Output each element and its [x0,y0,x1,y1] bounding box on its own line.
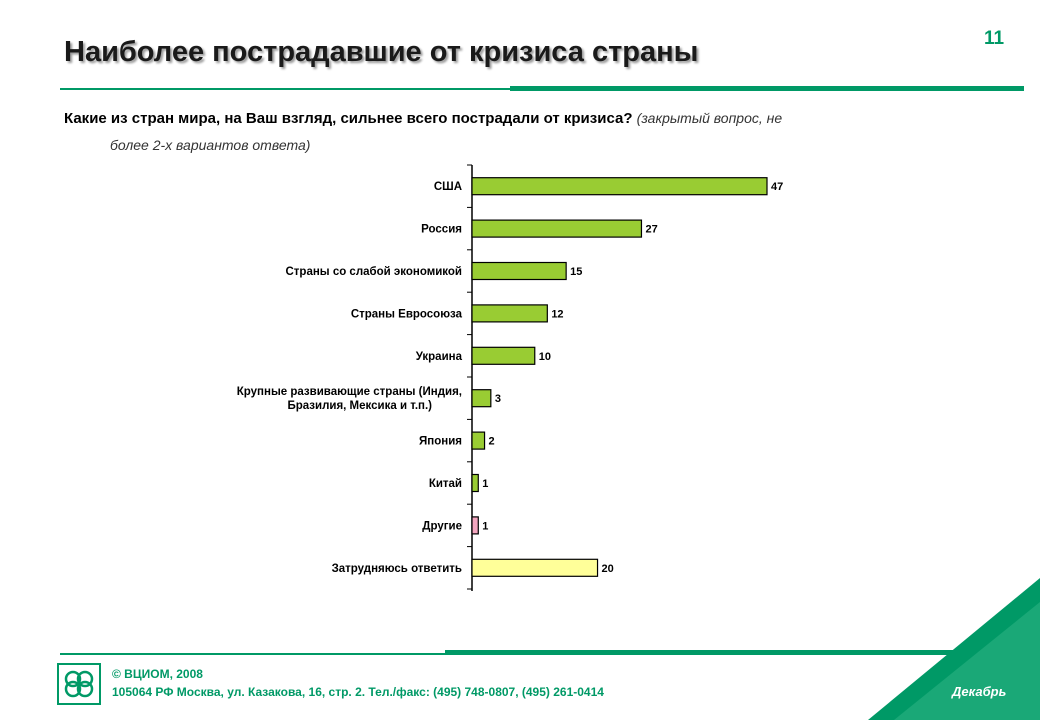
bar [471,219,643,238]
category-label: США [434,181,462,193]
footer-divider [60,653,1020,655]
data-label: 2 [489,436,495,448]
month-label: Декабрь [952,684,1007,699]
bar [471,473,479,493]
bar [471,389,492,408]
address-text: 105064 РФ Москва, ул. Казакова, 16, стр.… [112,685,604,699]
category-label: Китай [429,478,462,490]
header-divider-accent [510,86,1024,91]
category-label: Россия [421,224,462,236]
footer-divider-accent [445,650,1005,655]
page-number: 11 [984,28,1005,49]
data-label: 3 [495,393,501,405]
data-label: 15 [570,266,582,278]
bar [471,431,486,450]
category-label: Страны со слабой экономикой [286,266,463,278]
data-label: 20 [602,563,614,575]
corner-decoration [868,578,1040,720]
bar [471,346,536,365]
question-note-1: (закрытый вопрос, не [636,110,783,126]
bar [471,516,479,535]
survey-question: Какие из стран мира, на Ваш взгляд, силь… [64,105,964,158]
bar [471,261,567,281]
category-label: Затрудняюсь ответить [332,563,462,575]
category-label: Крупные развивающие страны (Индия, Бразил… [237,386,462,412]
bar [471,558,599,577]
page-title: Наиболее пострадавшие от кризиса страны [64,36,699,68]
data-label: 47 [771,181,783,193]
category-label: Страны Евросоюза [351,308,463,320]
bar [471,304,548,323]
category-label: Япония [419,436,462,448]
category-label: Другие [422,520,462,532]
data-label: 10 [539,351,551,363]
question-note-2: более 2-х вариантов ответа) [110,137,311,153]
vciom-logo [57,663,101,705]
bar [471,177,768,196]
category-label: Украина [416,351,463,363]
data-label: 1 [482,520,488,532]
question-text: Какие из стран мира, на Ваш взгляд, силь… [64,110,633,127]
data-label: 12 [551,308,563,320]
copyright-text: © ВЦИОМ, 2008 [112,667,203,681]
data-label: 1 [482,478,488,490]
data-label: 27 [645,224,657,236]
